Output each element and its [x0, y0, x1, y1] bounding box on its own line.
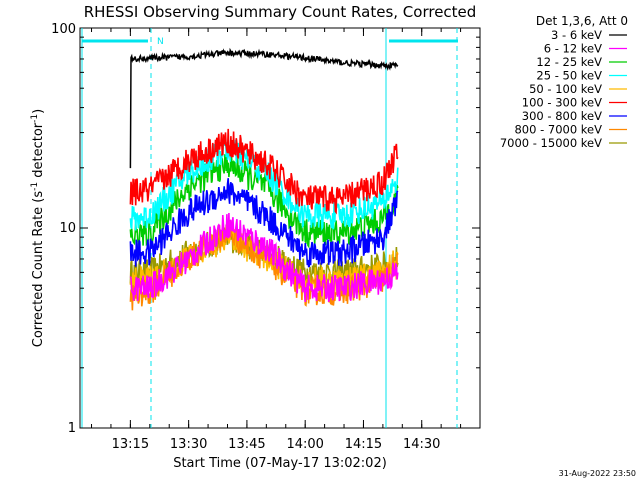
- legend-entry-label: 25 - 50 keV: [536, 69, 602, 83]
- y-axis-label: Corrected Count Rate (s-1 detector-1): [30, 109, 46, 347]
- ytick-label: 100: [51, 22, 76, 37]
- legend-entry-label: 6 - 12 keV: [544, 42, 602, 56]
- ytick-label: 1: [68, 421, 76, 436]
- legend-entry-label: 100 - 300 keV: [522, 96, 602, 110]
- xtick-label: 13:45: [228, 437, 265, 452]
- ytick-label: 10: [59, 221, 76, 236]
- xtick-label: 13:15: [112, 437, 149, 452]
- series-line: [129, 128, 399, 215]
- x-axis-label: Start Time (07-May-17 13:02:02): [173, 456, 387, 471]
- series-line: [129, 152, 399, 249]
- xtick-label: 14:30: [403, 437, 440, 452]
- legend-entry-label: 12 - 25 keV: [536, 55, 602, 69]
- legend-entry-label: 300 - 800 keV: [522, 109, 602, 123]
- xtick-label: 14:15: [345, 437, 382, 452]
- series-line: [129, 178, 399, 268]
- xtick-label: 14:00: [286, 437, 323, 452]
- xtick-label: 13:30: [170, 437, 207, 452]
- legend-title: Det 1,3,6, Att 0: [536, 14, 628, 28]
- series-line: [129, 47, 399, 169]
- series-line: [129, 212, 399, 303]
- orbit-marker-label: N: [157, 37, 164, 47]
- legend-entry-label: 3 - 6 keV: [551, 28, 602, 42]
- plot-area: N: [79, 27, 481, 429]
- legend-entry-label: 7000 - 15000 keV: [500, 136, 602, 150]
- x-axis: Start Time (07-May-17 13:02:02) 13:15 13:…: [91, 28, 481, 471]
- chart-title: RHESSI Observing Summary Count Rates, Co…: [84, 3, 477, 21]
- legend-entry-label: 50 - 100 keV: [529, 82, 602, 96]
- legend-entry-label: 800 - 7000 keV: [514, 123, 602, 137]
- footer-timestamp: 31-Aug-2022 23:50: [559, 469, 636, 478]
- y-axis: 1 10 100 Corrected Count Rate (s-1 detec…: [30, 22, 480, 436]
